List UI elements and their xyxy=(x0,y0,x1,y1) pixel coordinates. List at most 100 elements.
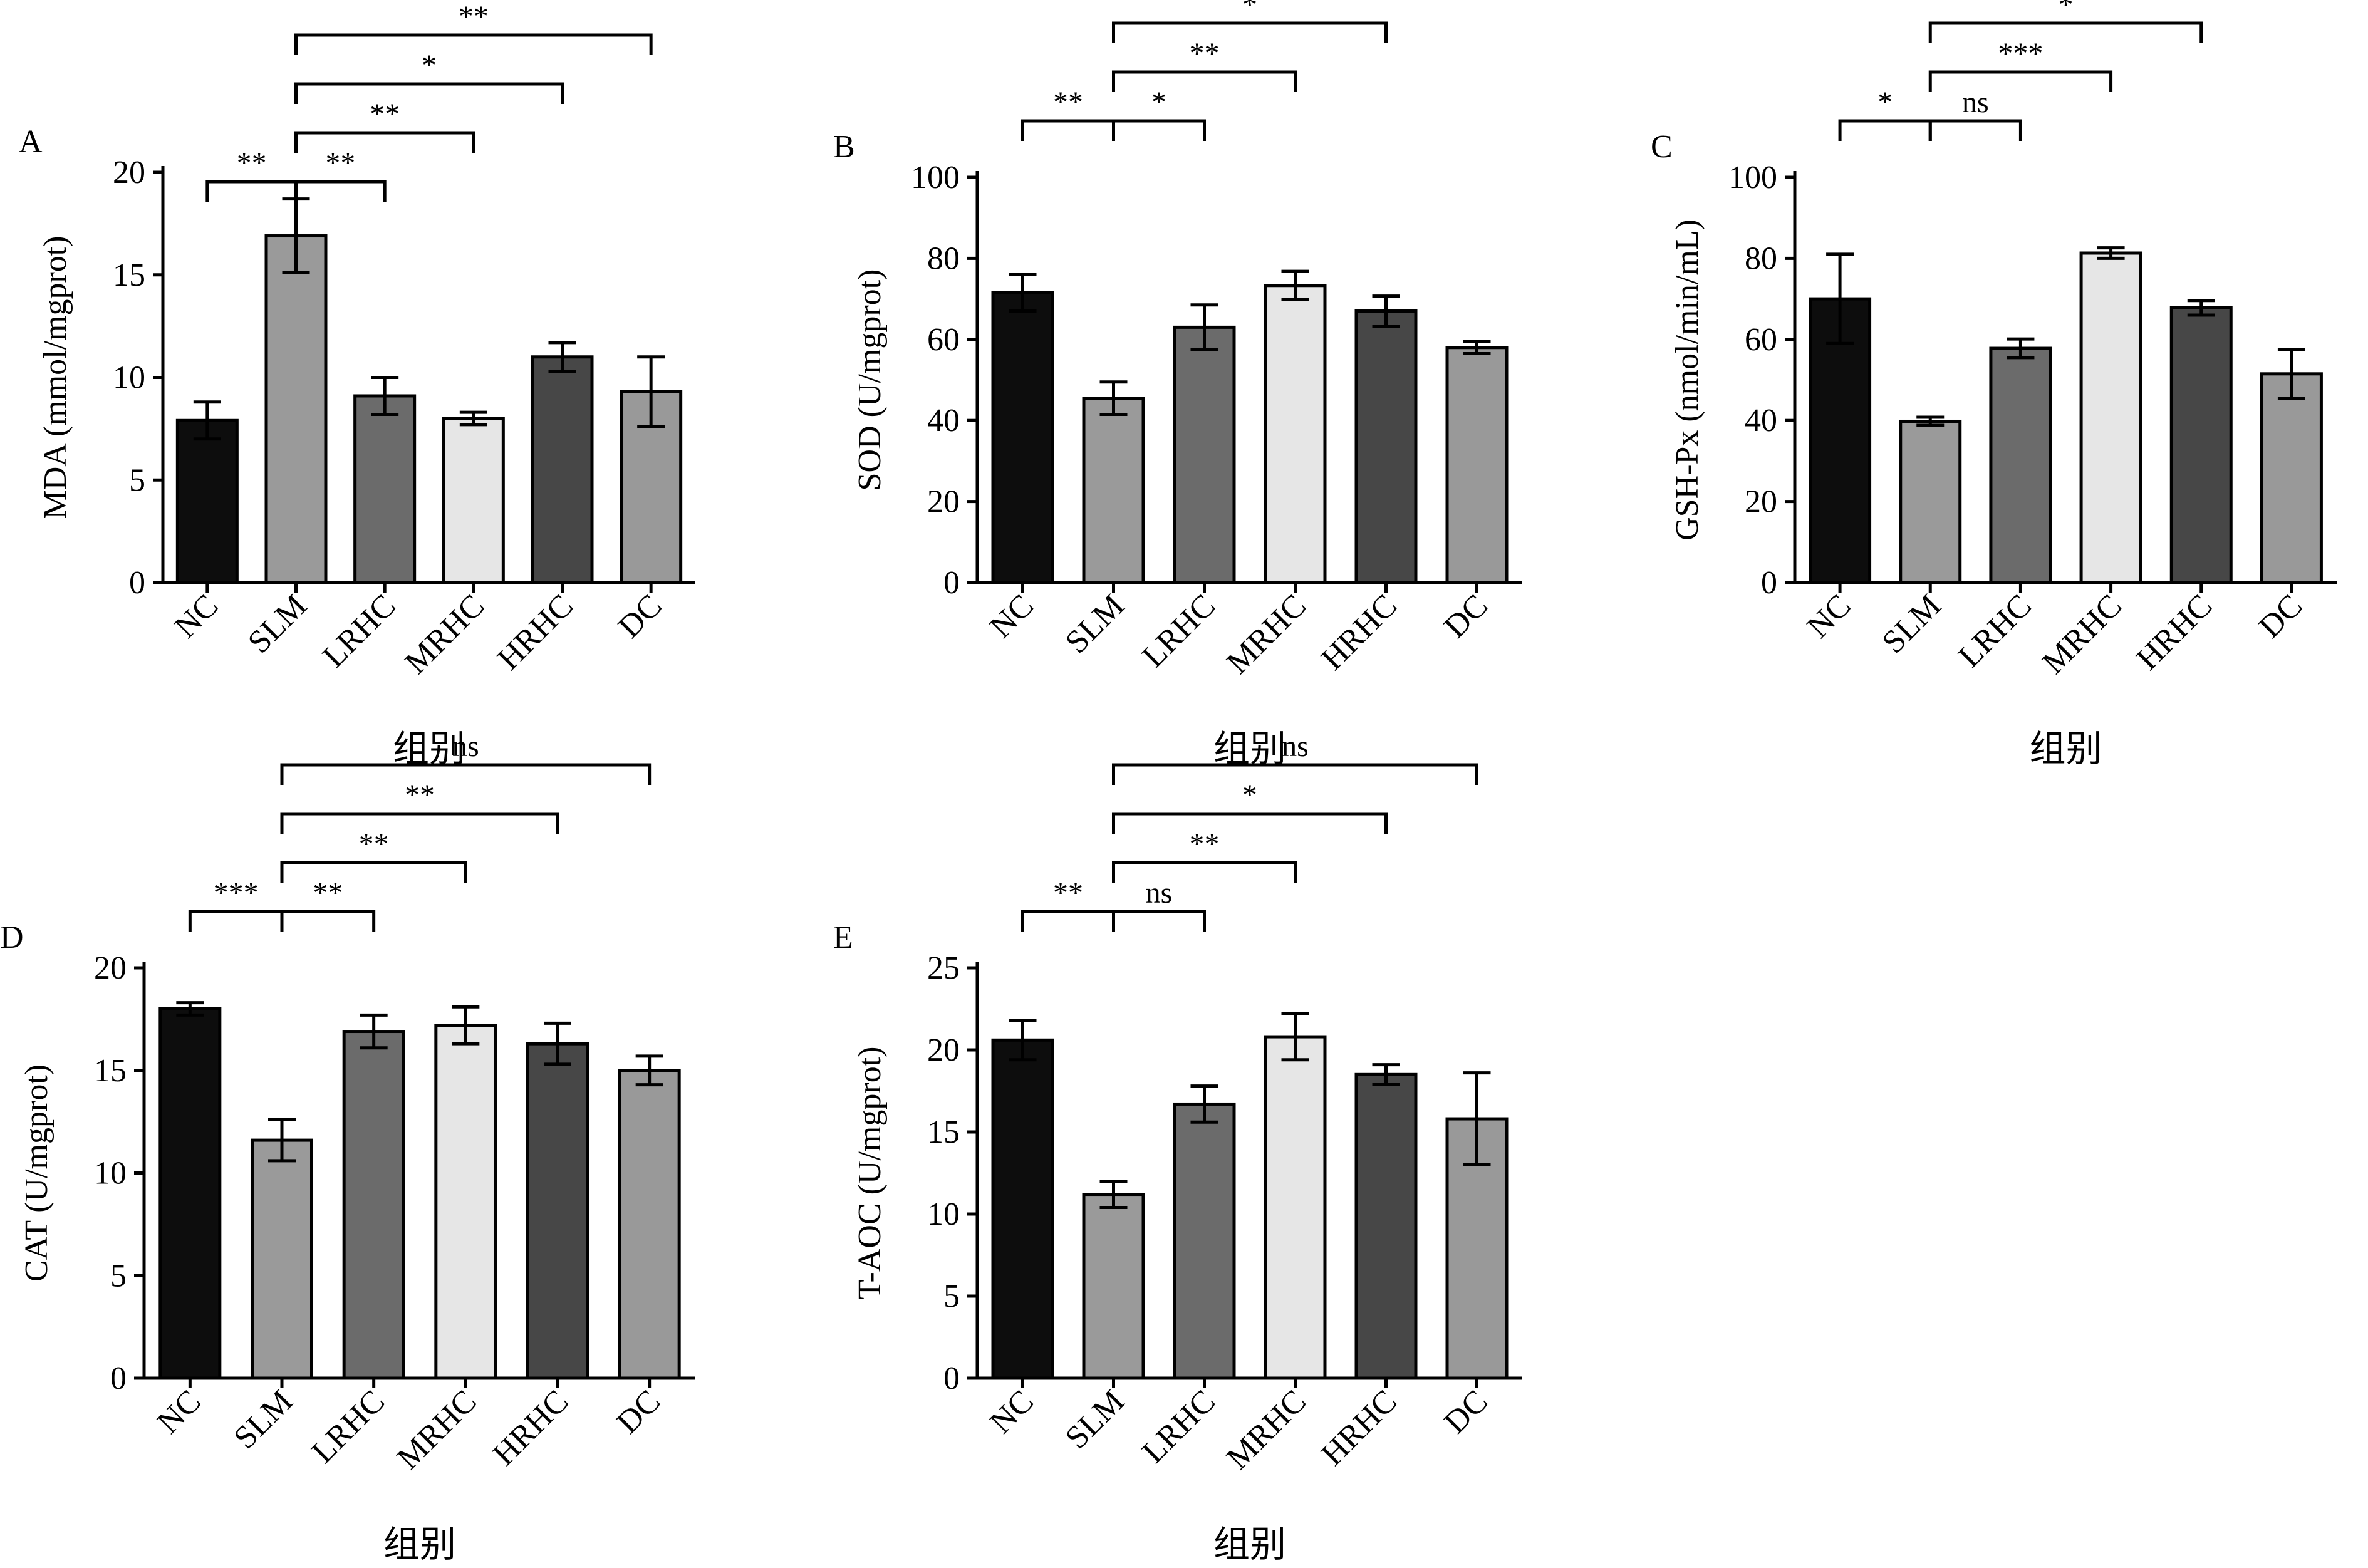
x-tick-label: HRHC xyxy=(1315,588,1404,677)
significance-bracket xyxy=(1928,119,2022,141)
significance-label: * xyxy=(1151,86,1166,119)
significance-label: ** xyxy=(459,0,489,33)
significance-bracket xyxy=(1021,119,1115,141)
significance-label: ns xyxy=(1282,730,1309,763)
x-tick-label: SLM xyxy=(227,1383,300,1456)
y-tick-label: 5 xyxy=(943,1279,960,1314)
bar xyxy=(1082,397,1145,584)
bar xyxy=(1989,346,2052,584)
significance-bracket xyxy=(1021,910,1115,932)
x-tick-label: NC xyxy=(168,588,225,645)
x-tick-label: MRHC xyxy=(1220,1383,1313,1477)
bar xyxy=(442,417,505,584)
x-tick-label: HRHC xyxy=(2130,588,2219,677)
bar xyxy=(2169,306,2233,584)
bar xyxy=(618,1069,681,1380)
bar xyxy=(342,1030,405,1380)
y-tick-label: 80 xyxy=(1745,241,1777,276)
x-axis-label: 组别 xyxy=(1213,729,1286,769)
bar xyxy=(1354,309,1418,584)
y-tick-label: 100 xyxy=(911,160,960,195)
panel-label: E xyxy=(833,920,853,955)
significance-bracket xyxy=(1928,21,2203,43)
x-tick-label: MRHC xyxy=(1220,588,1313,681)
x-tick-label: DC xyxy=(1438,1383,1495,1440)
bar xyxy=(264,234,328,584)
x-tick-label: NC xyxy=(984,588,1041,645)
y-tick-label: 10 xyxy=(94,1156,127,1192)
y-tick-label: 0 xyxy=(943,565,960,601)
significance-bracket xyxy=(1112,70,1297,92)
significance-label: ns xyxy=(1962,86,1989,119)
bar xyxy=(2079,251,2142,584)
bar xyxy=(991,291,1054,584)
y-tick-label: 80 xyxy=(927,241,960,276)
x-tick-label: DC xyxy=(610,1383,667,1440)
y-tick-label: 15 xyxy=(113,257,145,293)
y-tick-label: 40 xyxy=(1745,403,1777,439)
significance-label: * xyxy=(2059,0,2074,21)
x-tick-label: MRHC xyxy=(390,1383,484,1477)
bar xyxy=(1445,346,1509,584)
panel-E: 0 5 10 15 20 25 T-AOC (U/mgprot) E NC SLM LRHCMRHC… xyxy=(833,730,1522,1565)
y-tick-label: 0 xyxy=(129,565,145,601)
bar xyxy=(1264,284,1327,584)
panel-C: 0 20 40 60 80 100 GSH-Px (nmol/min/mL) C NC SLM LR… xyxy=(1651,0,2337,769)
significance-bracket xyxy=(294,82,564,104)
significance-label: ** xyxy=(325,147,355,180)
y-tick-label: 20 xyxy=(94,950,127,986)
significance-label: * xyxy=(1242,0,1257,21)
significance-bracket xyxy=(1838,119,1932,141)
y-tick-label: 40 xyxy=(927,403,960,439)
significance-bracket xyxy=(188,910,284,932)
panel-label: D xyxy=(0,920,24,955)
x-tick-label: LRHC xyxy=(1136,1383,1222,1470)
x-tick-label: HRHC xyxy=(486,1383,575,1472)
x-tick-label: NC xyxy=(150,1383,207,1440)
significance-bracket xyxy=(1112,910,1206,932)
y-tick-label: 20 xyxy=(113,155,145,190)
y-tick-label: 20 xyxy=(927,484,960,520)
bar xyxy=(1264,1035,1327,1380)
bar xyxy=(175,418,239,584)
bar xyxy=(353,394,417,584)
significance-label: ns xyxy=(1146,876,1173,910)
significance-bracket xyxy=(1112,812,1388,834)
significance-label: ** xyxy=(1053,86,1083,119)
x-tick-label: NC xyxy=(984,1383,1041,1440)
x-tick-label: SLM xyxy=(241,588,314,660)
bar xyxy=(526,1042,589,1380)
y-tick-label: 0 xyxy=(943,1361,960,1396)
x-axis-label: 组别 xyxy=(393,729,465,769)
significance-bracket xyxy=(294,180,387,202)
x-tick-label: MRHC xyxy=(398,588,492,681)
significance-bracket xyxy=(280,812,559,834)
y-tick-label: 100 xyxy=(1728,160,1777,195)
panel-label: B xyxy=(833,129,855,165)
x-tick-label: DC xyxy=(1438,588,1495,645)
significance-bracket xyxy=(1112,763,1478,785)
y-axis-label: MDA (mmol/mgprot) xyxy=(38,236,73,519)
x-tick-label: DC xyxy=(611,588,668,645)
y-tick-label: 20 xyxy=(927,1032,960,1068)
y-tick-label: 15 xyxy=(94,1053,127,1089)
significance-label: ** xyxy=(237,147,267,180)
bar xyxy=(158,1007,222,1380)
y-tick-label: 60 xyxy=(927,322,960,358)
x-tick-label: LRHC xyxy=(1952,588,2038,674)
significance-label: ** xyxy=(1190,828,1220,861)
significance-bracket xyxy=(294,33,653,55)
significance-label: * xyxy=(1242,779,1257,812)
y-tick-label: 5 xyxy=(110,1258,127,1294)
bar xyxy=(2260,372,2323,584)
bar xyxy=(1082,1193,1145,1380)
x-tick-label: SLM xyxy=(1059,588,1131,660)
y-axis-label: GSH-Px (nmol/min/mL) xyxy=(1670,219,1705,541)
x-tick-label: HRHC xyxy=(491,588,580,677)
panel-B: 0 20 40 60 80 100 SOD (U/mgprot) B NC SLM LRHCMRHC… xyxy=(833,0,1522,769)
bar xyxy=(531,355,594,584)
significance-label: *** xyxy=(214,876,259,910)
